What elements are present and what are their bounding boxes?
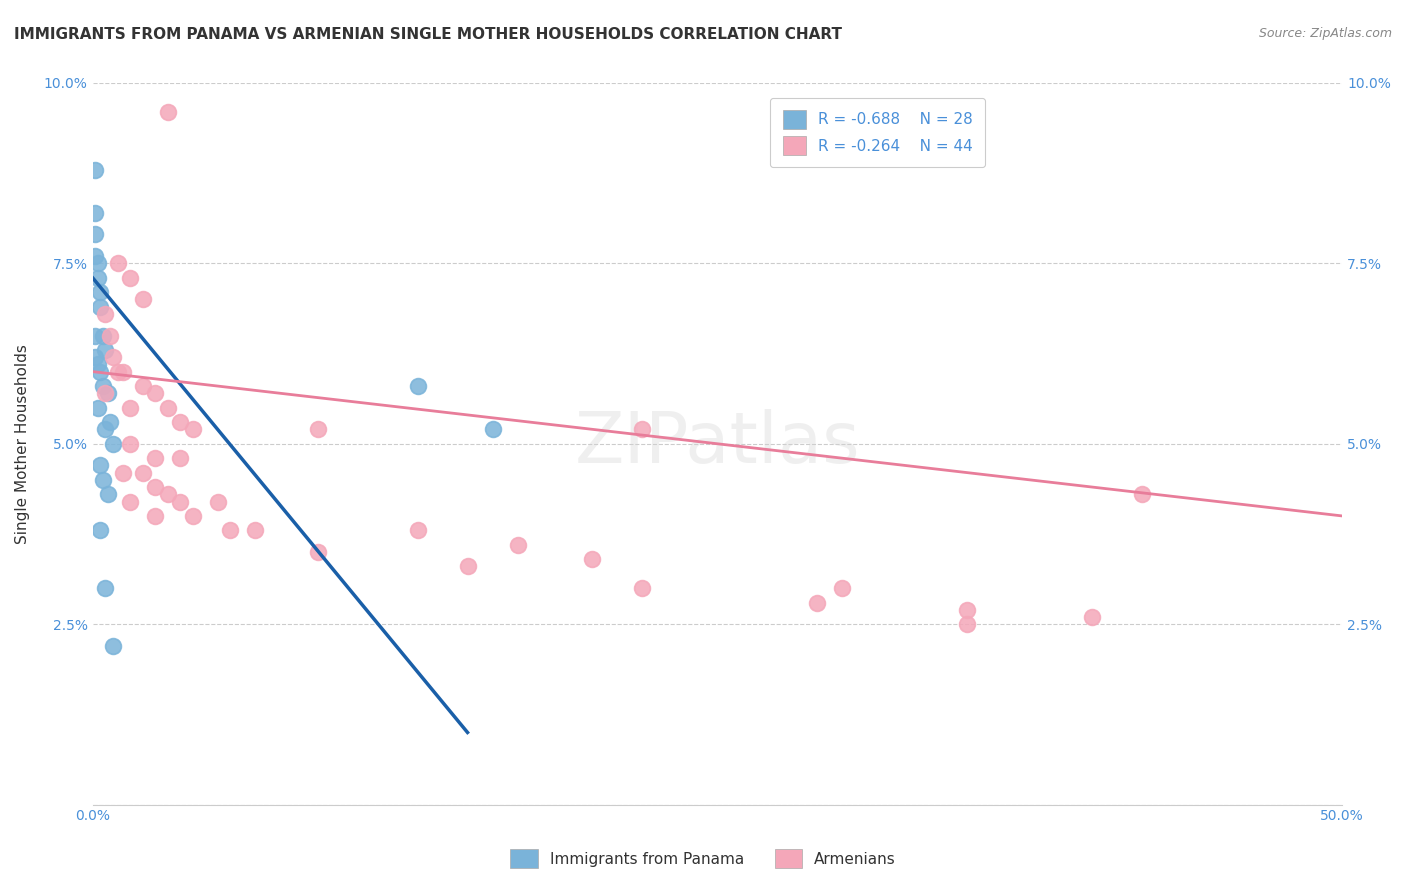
Point [86, 358, 108, 372]
Point [481, 422, 503, 436]
Point [307, 422, 329, 436]
Point [143, 508, 166, 523]
Point [98, 415, 121, 429]
Point [86, 256, 108, 270]
Point [1130, 487, 1153, 501]
Point [1081, 610, 1104, 624]
Point [120, 401, 142, 415]
Point [84, 206, 107, 220]
Text: IMMIGRANTS FROM PANAMA VS ARMENIAN SINGLE MOTHER HOUSEHOLDS CORRELATION CHART: IMMIGRANTS FROM PANAMA VS ARMENIAN SINGL… [14, 27, 842, 42]
Point [207, 494, 229, 508]
Point [831, 581, 853, 595]
Point [86, 270, 108, 285]
Point [91, 473, 114, 487]
Point [156, 487, 179, 501]
Point [143, 480, 166, 494]
Point [89, 300, 111, 314]
Text: Source: ZipAtlas.com: Source: ZipAtlas.com [1258, 27, 1392, 40]
Point [631, 581, 654, 595]
Point [89, 285, 111, 300]
Point [181, 508, 204, 523]
Point [181, 422, 204, 436]
Legend: R = -0.688    N = 28, R = -0.264    N = 44: R = -0.688 N = 28, R = -0.264 N = 44 [770, 98, 984, 167]
Point [111, 365, 134, 379]
Point [581, 552, 603, 566]
Point [506, 538, 529, 552]
Point [156, 104, 179, 119]
Point [94, 581, 117, 595]
Point [956, 617, 979, 632]
Point [219, 524, 242, 538]
Point [143, 386, 166, 401]
Point [120, 494, 142, 508]
Point [89, 458, 111, 473]
Point [806, 596, 828, 610]
Point [307, 545, 329, 559]
Y-axis label: Single Mother Households: Single Mother Households [15, 343, 30, 544]
Point [107, 256, 129, 270]
Point [131, 466, 153, 480]
Point [91, 328, 114, 343]
Text: ZIPatlas: ZIPatlas [575, 409, 860, 478]
Point [84, 162, 107, 177]
Point [131, 379, 153, 393]
Point [120, 270, 142, 285]
Point [84, 350, 107, 364]
Point [169, 451, 191, 466]
Point [97, 386, 120, 401]
Point [131, 293, 153, 307]
Point [84, 227, 107, 242]
Legend: Immigrants from Panama, Armenians: Immigrants from Panama, Armenians [502, 841, 904, 875]
Point [169, 494, 191, 508]
Point [94, 307, 117, 321]
Point [97, 487, 120, 501]
Point [101, 437, 124, 451]
Point [156, 401, 179, 415]
Point [120, 437, 142, 451]
Point [143, 451, 166, 466]
Point [101, 350, 124, 364]
Point [101, 639, 124, 653]
Point [84, 328, 107, 343]
Point [169, 415, 191, 429]
Point [94, 422, 117, 436]
Point [84, 249, 107, 263]
Point [107, 365, 129, 379]
Point [94, 386, 117, 401]
Point [111, 466, 134, 480]
Point [86, 401, 108, 415]
Point [94, 343, 117, 357]
Point [457, 559, 479, 574]
Point [89, 365, 111, 379]
Point [243, 524, 266, 538]
Point [406, 524, 429, 538]
Point [631, 422, 654, 436]
Point [406, 379, 429, 393]
Point [89, 524, 111, 538]
Point [956, 603, 979, 617]
Point [91, 379, 114, 393]
Point [98, 328, 121, 343]
